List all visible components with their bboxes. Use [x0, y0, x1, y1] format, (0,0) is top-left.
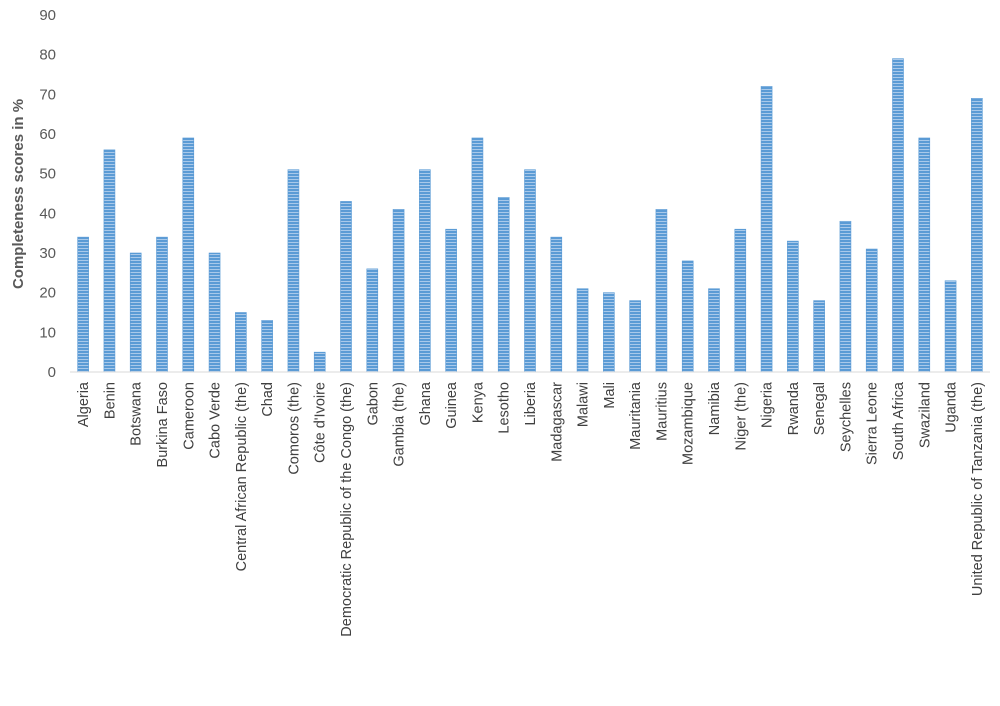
- x-tick-label: Nigeria: [760, 381, 776, 428]
- bar: [681, 260, 694, 373]
- x-tick-label: Mali: [602, 382, 618, 409]
- bar: [524, 169, 536, 373]
- x-tick-label: Mauritius: [654, 382, 670, 441]
- x-tick-label: Uganda: [944, 381, 960, 433]
- y-tick-label: 50: [39, 166, 56, 183]
- x-tick-label: Gabon: [365, 382, 381, 426]
- bar: [708, 288, 720, 373]
- x-tick-label: Malawi: [576, 382, 592, 427]
- bar: [129, 252, 142, 373]
- y-tick-label: 40: [39, 205, 56, 222]
- x-tick-label: Algeria: [76, 381, 92, 427]
- x-tick-label: Seychelles: [838, 382, 854, 452]
- bar: [366, 268, 379, 373]
- x-tick-label: Madagascar: [549, 382, 565, 462]
- bar: [944, 280, 957, 373]
- bar: [445, 228, 457, 373]
- bar: [760, 86, 773, 373]
- bar: [629, 300, 641, 373]
- x-tick-label: Ghana: [418, 381, 434, 425]
- bars: [77, 58, 983, 373]
- y-tick-label: 30: [39, 245, 56, 262]
- x-tick-label: Cameroon: [181, 382, 197, 450]
- x-tick-label: Rwanda: [786, 381, 802, 435]
- x-tick-label: Côte d'Ivoire: [313, 382, 329, 463]
- bar: [892, 58, 904, 373]
- bar: [497, 197, 510, 373]
- x-tick-label: Swaziland: [917, 382, 933, 448]
- bar: [103, 149, 116, 373]
- bar: [313, 351, 326, 373]
- x-tick-label: Democratic Republic of the Congo (the): [339, 382, 355, 637]
- y-tick-label: 20: [39, 285, 56, 302]
- x-tick-label: Benin: [102, 382, 118, 419]
- x-tick-label: Burkina Faso: [155, 382, 171, 467]
- y-tick-label: 90: [39, 7, 56, 24]
- x-tick-label: Botswana: [129, 381, 145, 446]
- x-tick-label: Gambia (the): [392, 382, 408, 467]
- x-tick-label: Central African Republic (the): [234, 382, 250, 571]
- y-tick-label: 10: [39, 324, 56, 341]
- y-tick-label: 0: [48, 364, 56, 381]
- bar: [208, 252, 221, 373]
- x-tick-label: Comoros (the): [286, 382, 302, 475]
- x-tick-label: Lesotho: [497, 382, 513, 434]
- bar: [734, 228, 747, 373]
- bar: [261, 320, 273, 373]
- bar: [182, 137, 195, 373]
- x-tick-label: Senegal: [812, 382, 828, 435]
- bar: [419, 169, 431, 373]
- y-tick-label: 70: [39, 86, 56, 103]
- bar: [576, 288, 589, 373]
- bar: [340, 201, 352, 373]
- y-axis-ticks: 0 10 20 30 40 50 60 70 80 90: [39, 7, 56, 381]
- x-tick-label: Chad: [260, 382, 276, 417]
- x-tick-label: United Republic of Tanzania (the): [970, 382, 986, 596]
- bar: [839, 220, 852, 373]
- y-tick-label: 80: [39, 47, 56, 64]
- x-tick-label: Guinea: [444, 381, 460, 429]
- x-tick-label: Mauritania: [628, 381, 644, 450]
- bar: [865, 248, 878, 373]
- y-tick-label: 60: [39, 126, 56, 143]
- x-tick-label: Liberia: [523, 381, 539, 425]
- bar: [550, 236, 563, 373]
- bar: [655, 209, 668, 373]
- bar: [77, 236, 89, 373]
- bar: [471, 137, 484, 373]
- bar: [287, 169, 300, 373]
- x-tick-label: Sierra Leone: [865, 382, 881, 465]
- bar: [918, 137, 931, 373]
- x-tick-label: Namibia: [707, 381, 723, 435]
- bar: [971, 98, 983, 373]
- bar: [813, 300, 825, 373]
- x-tick-label: Kenya: [470, 381, 486, 423]
- x-tick-label: Mozambique: [681, 382, 697, 465]
- bar: [156, 236, 168, 373]
- x-tick-label: Niger (the): [733, 382, 749, 451]
- y-axis-title: Completeness scores in %: [10, 99, 27, 289]
- x-tick-label: Cabo Verde: [208, 382, 224, 459]
- x-tick-label: South Africa: [891, 381, 907, 460]
- x-axis-labels: Algeria Benin Botswana Burkina Faso Cameroon…: [76, 381, 986, 637]
- bar: [603, 292, 615, 373]
- bar: [787, 240, 799, 373]
- bar: [392, 209, 405, 373]
- bar: [235, 312, 247, 373]
